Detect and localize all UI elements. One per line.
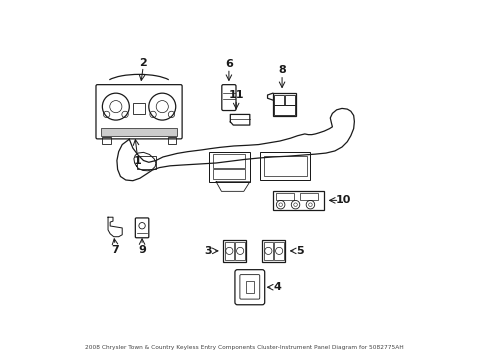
Text: 2008 Chrysler Town & Country Keyless Entry Components Cluster-Instrument Panel D: 2008 Chrysler Town & Country Keyless Ent…: [85, 345, 403, 350]
Bar: [132, 103, 145, 114]
Bar: [275, 193, 293, 200]
Bar: [299, 193, 318, 200]
Bar: [167, 138, 176, 144]
Bar: [224, 242, 234, 260]
Text: 9: 9: [138, 245, 146, 255]
Bar: [245, 281, 253, 293]
Text: 7: 7: [111, 245, 119, 255]
Bar: [284, 95, 294, 105]
Bar: [273, 95, 284, 105]
Text: 8: 8: [278, 65, 285, 75]
Bar: [137, 156, 156, 169]
Text: 10: 10: [335, 195, 351, 206]
Bar: [273, 105, 294, 115]
Text: 3: 3: [204, 246, 212, 256]
Text: 2: 2: [139, 58, 147, 68]
Bar: [235, 242, 244, 260]
Bar: [272, 93, 295, 116]
Bar: [213, 169, 244, 179]
Bar: [274, 242, 283, 260]
Bar: [272, 191, 324, 210]
Bar: [262, 240, 285, 261]
Bar: [263, 242, 272, 260]
Text: 4: 4: [273, 282, 281, 292]
Text: 6: 6: [224, 59, 232, 69]
Bar: [102, 138, 110, 144]
Text: 11: 11: [228, 90, 244, 100]
Bar: [223, 240, 246, 261]
Bar: [260, 152, 309, 180]
Bar: [213, 154, 244, 168]
Text: 1: 1: [133, 156, 141, 166]
Text: 5: 5: [296, 246, 304, 256]
Bar: [209, 152, 249, 182]
Bar: [264, 156, 306, 176]
Bar: [101, 128, 177, 136]
